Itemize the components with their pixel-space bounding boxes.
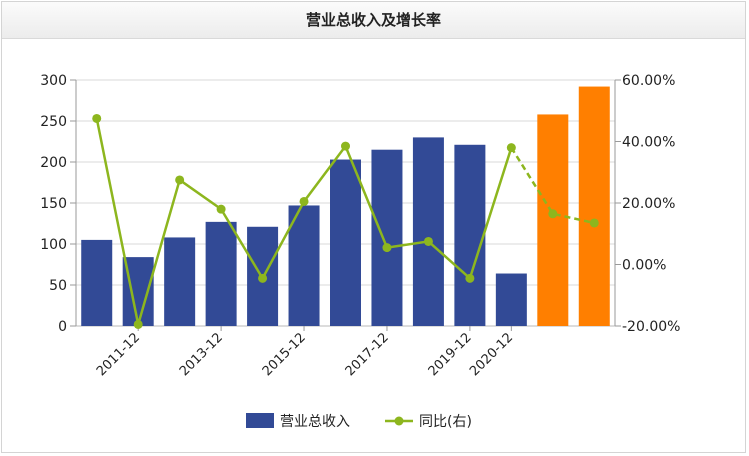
y-tick-label-right: 40.00% — [622, 135, 675, 151]
y-tick-label-right: 20.00% — [622, 196, 675, 212]
bar-2022-12 — [578, 86, 610, 326]
x-tick-label: 2017-12 — [343, 330, 392, 379]
growth-point-2010-12 — [92, 113, 102, 123]
growth-point-2022-12 — [589, 218, 599, 228]
bar-2021-12 — [537, 114, 569, 326]
growth-point-2017-12 — [382, 243, 392, 253]
bar-2016-12 — [330, 159, 361, 326]
bar-2017-12 — [371, 149, 403, 326]
y-tick-label-left: 200 — [40, 155, 67, 171]
y-tick-label-left: 50 — [49, 278, 67, 294]
x-tick-label: 2019-12 — [426, 330, 475, 379]
growth-point-2019-12 — [465, 273, 475, 283]
y-tick-label-left: 100 — [40, 237, 67, 253]
y-tick-label-right: -20.00% — [622, 319, 680, 335]
bar-2020-12 — [495, 273, 527, 326]
growth-point-2020-12 — [506, 143, 516, 153]
y-tick-label-left: 0 — [58, 319, 67, 335]
x-tick-label: 2011-12 — [94, 330, 143, 379]
legend-label-revenue: 营业总收入 — [280, 414, 350, 430]
growth-point-2011-12 — [133, 319, 143, 329]
chart-title: 营业总收入及增长率 — [2, 2, 745, 39]
y-tick-label-right: 60.00% — [622, 73, 675, 89]
growth-point-2015-12 — [299, 196, 309, 206]
growth-point-2012-12 — [175, 175, 185, 185]
growth-point-2021-12 — [548, 209, 558, 219]
legend-label-growth: 同比(右) — [419, 414, 472, 430]
legend-marker-growth — [394, 416, 404, 426]
bar-2019-12 — [454, 144, 486, 326]
x-tick-label: 2015-12 — [260, 330, 309, 379]
y-tick-label-left: 150 — [40, 196, 67, 212]
bar-2013-12 — [205, 221, 237, 326]
y-tick-label-left: 300 — [40, 73, 67, 89]
growth-point-2013-12 — [216, 204, 226, 214]
y-tick-label-left: 250 — [40, 114, 67, 130]
x-tick-label: 2020-12 — [467, 330, 516, 379]
bar-2012-12 — [164, 237, 196, 326]
growth-point-2018-12 — [423, 236, 433, 246]
growth-point-2014-12 — [258, 273, 268, 283]
bar-2010-12 — [81, 239, 113, 326]
x-tick-label: 2013-12 — [177, 330, 226, 379]
y-tick-label-right: 0.00% — [622, 258, 666, 274]
growth-point-2016-12 — [341, 141, 350, 151]
bar-2018-12 — [412, 137, 444, 326]
bar-2015-12 — [288, 205, 320, 326]
legend-swatch-revenue — [246, 413, 274, 428]
